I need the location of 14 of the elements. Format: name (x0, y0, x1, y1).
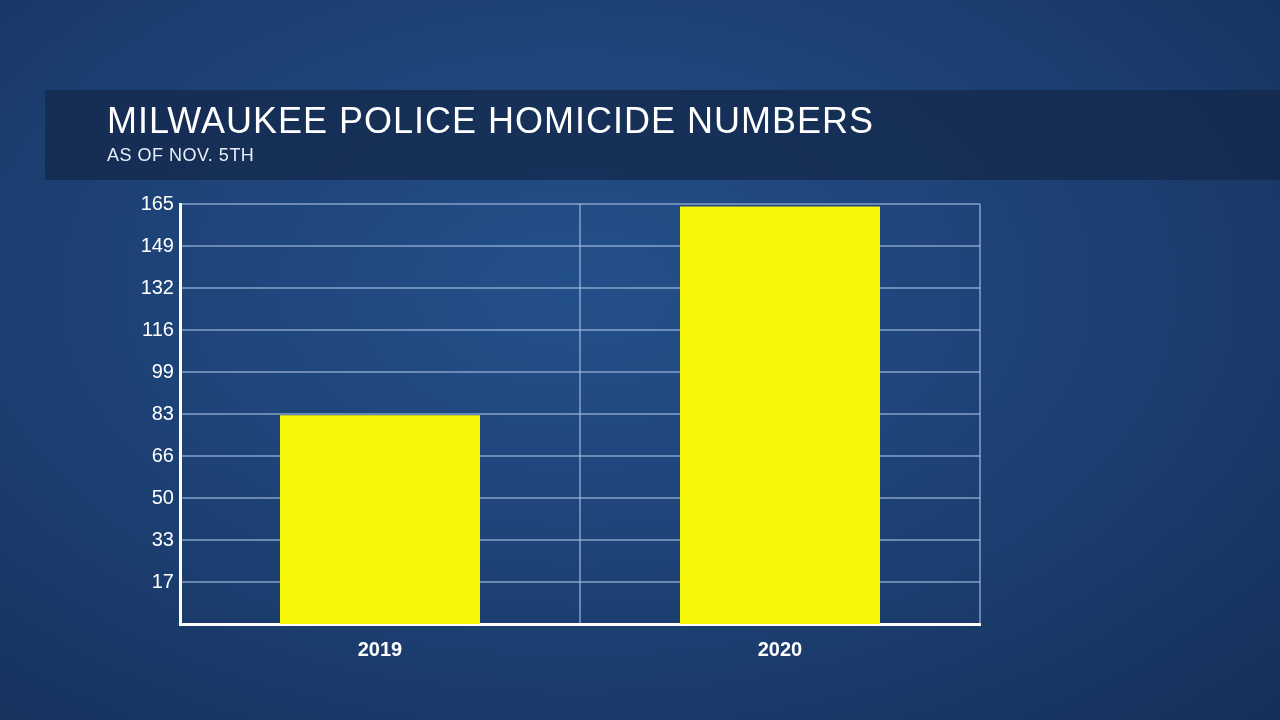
y-tick-label: 83 (151, 401, 174, 424)
y-tick-label: 165 (140, 191, 174, 214)
chart-title: MILWAUKEE POLICE HOMICIDE NUMBERS (107, 100, 875, 142)
y-tick-label: 17 (151, 569, 174, 592)
x-tick-label: 2020 (757, 637, 803, 660)
y-tick-label: 149 (140, 233, 174, 256)
y-tick-label: 99 (151, 359, 174, 382)
y-tick-label: 132 (140, 275, 174, 298)
y-tick-label: 33 (151, 527, 174, 550)
y-tick-label: 116 (142, 317, 174, 340)
y-tick-label: 66 (151, 443, 174, 466)
chart-subtitle: AS OF NOV. 5TH (107, 145, 255, 166)
y-tick-label: 50 (151, 485, 174, 508)
x-tick-label: 2019 (357, 637, 403, 660)
